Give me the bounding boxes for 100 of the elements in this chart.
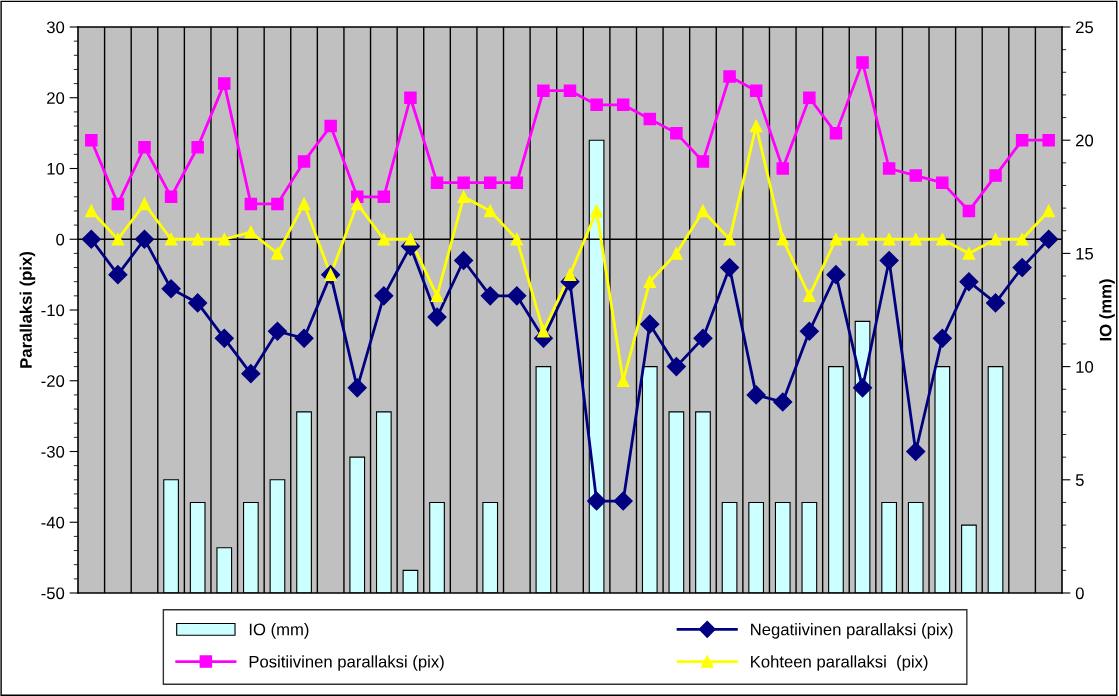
point [616,98,630,112]
point [510,176,524,189]
point [563,84,577,97]
point [85,133,98,147]
point [347,378,367,398]
y2-tick-label: 10 [1076,361,1094,373]
point [138,141,151,154]
point [271,247,284,260]
point [111,232,125,246]
point [1042,204,1055,218]
point [1042,133,1055,147]
y2-tick-label: 0 [1075,587,1084,600]
point [693,328,713,348]
point [985,293,1006,313]
point [936,176,949,189]
point [746,385,766,405]
point [670,247,683,260]
point [803,91,816,105]
point [962,247,976,260]
point [696,204,710,218]
point [909,232,922,246]
point [856,232,869,246]
point [749,84,763,97]
point [749,119,763,133]
point [297,155,311,168]
point [191,232,204,246]
point [218,232,231,246]
point [773,392,793,412]
point [134,229,155,249]
y2-tick-label: 15 [1076,247,1094,260]
point [643,275,657,288]
point [377,190,391,204]
point [297,197,311,211]
y-axis-title: Parallaksi (pix) [19,252,36,368]
y-tick-label: -20 [41,375,65,387]
point [989,232,1002,246]
point [138,197,151,211]
point [404,232,417,246]
point [882,232,896,246]
point [696,155,710,168]
y2-axis-title: IO (mm) [1099,279,1115,341]
point [457,190,470,204]
point [590,98,603,112]
y-tick-label: -50 [41,587,65,600]
point [723,232,736,246]
point [377,232,391,246]
y-tick-label: -40 [41,516,65,529]
point [720,258,740,278]
point [454,250,474,271]
y-tick-label: 10 [47,162,65,175]
point [723,70,736,83]
point [350,197,364,211]
point [483,176,497,189]
point [1012,258,1032,278]
legend-label: IO (mm) [249,623,309,639]
point [241,364,261,384]
point [1015,133,1029,147]
point [430,176,444,189]
point [457,176,470,189]
point [161,279,181,299]
point [537,84,550,97]
point [218,77,231,90]
y2-tick-label: 25 [1076,21,1094,34]
point [670,126,683,140]
point [799,321,819,341]
point [587,491,607,511]
point [164,190,178,204]
point [776,232,790,246]
point [882,162,896,175]
point [404,91,417,105]
point [666,357,686,377]
y-tick-label: -10 [41,304,65,317]
point [483,204,497,218]
legend-label: Negatiivinen parallaksi (pix) [751,623,953,639]
legend-label: Positiivinen parallaksi (pix) [249,655,444,671]
point [879,250,899,271]
point [563,268,577,281]
point [932,328,952,348]
point [1015,232,1029,246]
point [829,126,843,140]
point [856,56,869,69]
point [480,286,500,306]
y2-tick-label: 20 [1076,134,1094,147]
legend-label: Kohteen parallaksi (pix) [751,655,928,671]
point [85,204,98,218]
point [81,229,101,249]
point [108,265,128,285]
point [164,232,178,246]
point [188,293,208,313]
point [214,328,234,348]
point [244,197,258,211]
point [191,141,204,154]
point [643,112,657,126]
point [829,232,843,246]
point [826,265,846,285]
point [324,119,337,133]
point [959,272,979,292]
y-tick-label: 0 [56,233,65,246]
point [111,197,125,211]
point [613,491,633,511]
